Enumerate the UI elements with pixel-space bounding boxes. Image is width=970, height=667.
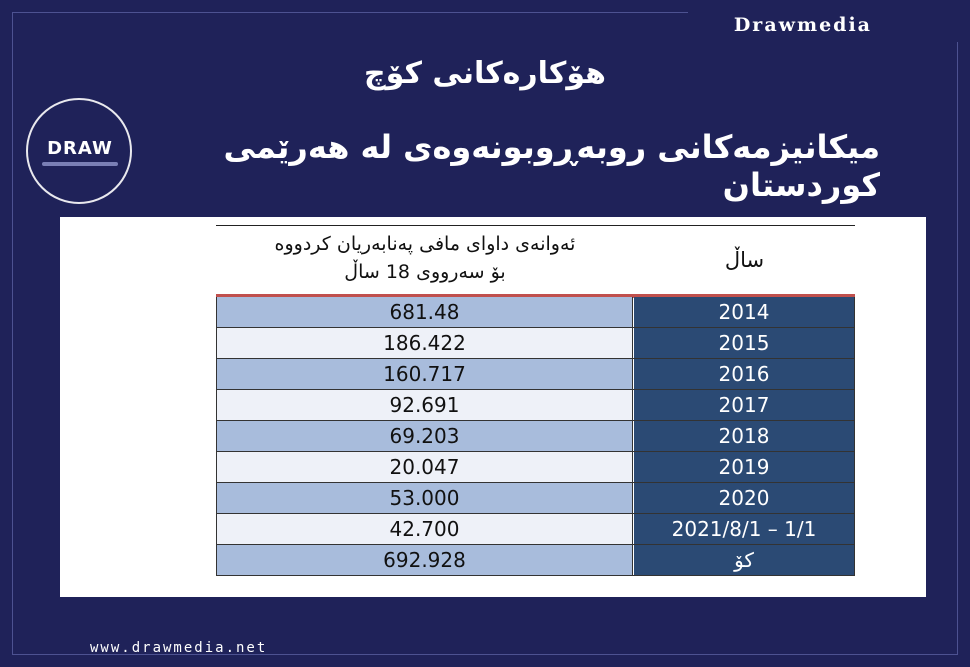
value-cell: 20.047 [216, 452, 633, 482]
value-cell: 92.691 [216, 390, 633, 420]
outer-frame [12, 12, 958, 655]
year-cell: 2018 [634, 421, 855, 451]
table-row: 681.48 2014 [216, 297, 855, 328]
header-accent-line [216, 294, 855, 298]
brand-name: Drawmedia [733, 14, 872, 36]
year-cell: 2016 [634, 359, 855, 389]
logo-underline [42, 162, 118, 166]
year-cell: 2021/8/1 – 1/1 [634, 514, 855, 544]
value-cell: 160.717 [216, 359, 633, 389]
logo-text: DRAW [47, 138, 113, 159]
draw-logo: DRAW [26, 98, 132, 204]
table-row: 42.700 2021/8/1 – 1/1 [216, 514, 855, 545]
year-cell: 2017 [634, 390, 855, 420]
value-cell: 69.203 [216, 421, 633, 451]
table-body: 681.48 2014 186.422 2015 160.717 2016 92.691 20… [216, 297, 855, 576]
table-row: 20.047 2019 [216, 452, 855, 483]
footer-url: www.drawmedia.net [90, 640, 268, 656]
table-row: 160.717 2016 [216, 359, 855, 390]
table-row: 186.422 2015 [216, 328, 855, 359]
value-cell: 186.422 [216, 328, 633, 358]
table-row: 692.928 کۆ [216, 545, 855, 576]
table-row: 92.691 2017 [216, 390, 855, 421]
header-value-line-1: ئەوانەی داوای مافی پەنابەریان کردووە [274, 233, 576, 255]
table-row: 53.000 2020 [216, 483, 855, 514]
value-cell: 42.700 [216, 514, 633, 544]
year-cell: کۆ [634, 545, 855, 575]
value-cell: 53.000 [216, 483, 633, 513]
table-header: ئەوانەی داوای مافی پەنابەریان کردووە بۆ … [216, 225, 855, 298]
header-value: ئەوانەی داوای مافی پەنابەریان کردووە بۆ … [216, 230, 634, 286]
title-line-1: هۆکارەکانی کۆچ [364, 56, 606, 91]
year-cell: 2019 [634, 452, 855, 482]
year-cell: 2014 [634, 297, 855, 327]
year-cell: 2015 [634, 328, 855, 358]
value-cell: 692.928 [216, 545, 633, 575]
header-value-line-2: بۆ سەرووی 18 ساڵ [344, 261, 506, 283]
header-year: ساڵ [724, 248, 765, 272]
value-cell: 681.48 [216, 297, 633, 327]
table-row: 69.203 2018 [216, 421, 855, 452]
brand-box [688, 6, 970, 42]
year-cell: 2020 [634, 483, 855, 513]
title-line-2: میکانیزمەکانی روبەڕوبونەوەی لە هەرێمی کو… [223, 128, 880, 204]
